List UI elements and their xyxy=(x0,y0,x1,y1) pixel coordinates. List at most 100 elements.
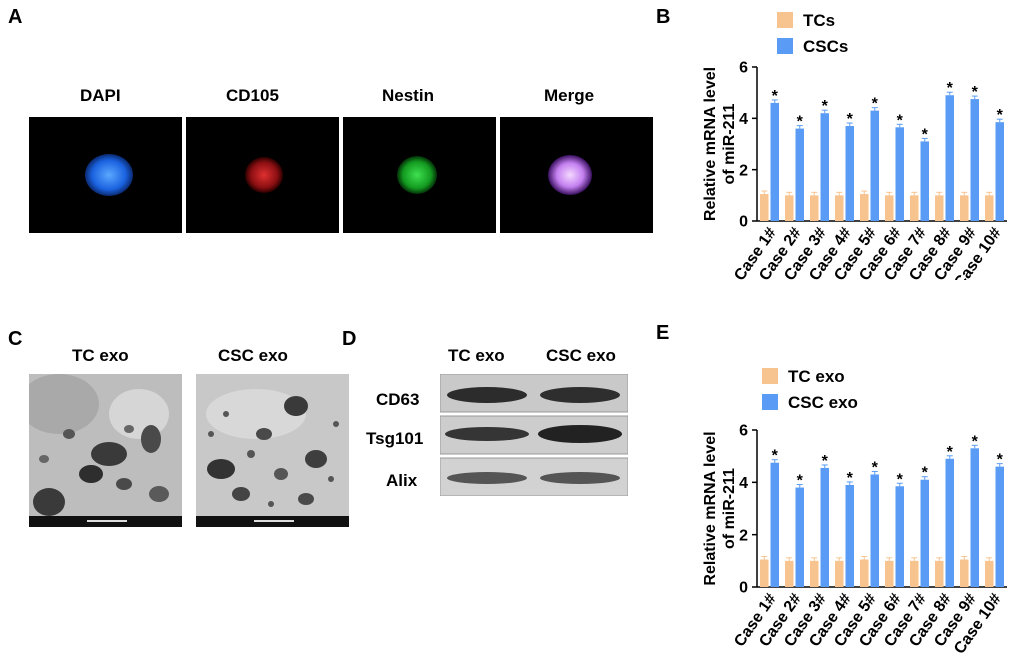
chart-b: TCs CSCs Relative mRNA level of miR-211 0 2 4 6… xyxy=(702,11,1007,280)
wb-col-tc: TC exo xyxy=(448,346,505,365)
y-axis-label: of miR-211 xyxy=(721,468,738,549)
legend-swatch xyxy=(777,38,793,54)
bar xyxy=(845,126,854,221)
significance-star: * xyxy=(972,433,979,450)
bar xyxy=(820,467,829,587)
bar xyxy=(835,195,844,221)
wb-row-cd63: CD63 xyxy=(376,390,420,409)
tem-tc-image xyxy=(29,374,182,527)
bar xyxy=(870,110,879,221)
bar xyxy=(870,474,879,587)
significance-star: * xyxy=(997,107,1004,124)
significance-star: * xyxy=(972,84,979,101)
wb-col-csc: CSC exo xyxy=(546,346,616,365)
wb-row-alix: Alix xyxy=(386,471,418,490)
cd105-image xyxy=(186,117,339,233)
bar xyxy=(810,195,819,221)
bar xyxy=(960,559,969,587)
y-tick-label: 4 xyxy=(739,475,748,492)
bar xyxy=(885,195,894,221)
significance-star: * xyxy=(797,114,804,131)
significance-star: * xyxy=(922,465,929,482)
legend-swatch xyxy=(762,394,778,410)
panel-label-c: C xyxy=(8,328,23,350)
y-tick-label: 2 xyxy=(739,527,748,544)
bar xyxy=(935,195,944,221)
panel-label-d: D xyxy=(342,328,357,350)
significance-star: * xyxy=(822,98,829,115)
bar xyxy=(895,486,904,587)
y-tick-label: 6 xyxy=(739,423,748,440)
significance-star: * xyxy=(922,126,929,143)
merge-image xyxy=(500,117,653,233)
bar xyxy=(945,95,954,221)
legend-swatch xyxy=(777,12,793,28)
bar xyxy=(935,560,944,587)
significance-star: * xyxy=(797,473,804,490)
bar xyxy=(770,102,779,221)
wb-row-tsg101: Tsg101 xyxy=(366,429,424,448)
y-axis-label: Relative mRNA level xyxy=(702,431,719,585)
legend-label: CSC exo xyxy=(788,393,858,412)
significance-star: * xyxy=(947,444,954,461)
bar xyxy=(985,195,994,221)
bar xyxy=(985,560,994,587)
bar xyxy=(995,466,1004,587)
y-tick-label: 6 xyxy=(739,60,748,77)
bar xyxy=(770,462,779,587)
bar xyxy=(885,560,894,587)
legend-label: CSCs xyxy=(803,37,848,56)
y-axis-label: Relative mRNA level xyxy=(702,67,719,221)
bar xyxy=(945,458,954,587)
significance-star: * xyxy=(897,471,904,488)
bar xyxy=(920,141,929,221)
cd105-label: CD105 xyxy=(226,86,279,105)
significance-star: * xyxy=(822,453,829,470)
panel-label-b: B xyxy=(656,6,671,28)
bar xyxy=(785,560,794,587)
nestin-image xyxy=(343,117,496,233)
bar xyxy=(810,560,819,587)
bar xyxy=(795,128,804,221)
significance-star: * xyxy=(772,88,779,105)
significance-star: * xyxy=(772,448,779,465)
bar xyxy=(795,487,804,587)
western-blot xyxy=(439,373,629,497)
bar xyxy=(820,113,829,221)
legend-swatch xyxy=(762,368,778,384)
bar xyxy=(920,479,929,587)
significance-star: * xyxy=(847,111,854,128)
bar xyxy=(970,99,979,221)
bar xyxy=(860,559,869,587)
dapi-image xyxy=(29,117,182,233)
bar xyxy=(910,560,919,587)
bar xyxy=(995,122,1004,221)
panel-label-e: E xyxy=(656,322,670,344)
significance-star: * xyxy=(872,459,879,476)
significance-star: * xyxy=(847,470,854,487)
legend-label: TCs xyxy=(803,11,835,30)
y-tick-label: 0 xyxy=(739,214,748,231)
bar xyxy=(760,194,769,221)
legend-label: TC exo xyxy=(788,367,845,386)
panel-label-a: A xyxy=(8,6,23,28)
bar xyxy=(760,559,769,587)
tem-tc-label: TC exo xyxy=(72,346,129,365)
y-tick-label: 2 xyxy=(739,162,748,179)
significance-star: * xyxy=(947,80,954,97)
bar xyxy=(785,195,794,221)
y-tick-label: 0 xyxy=(739,580,748,597)
bar xyxy=(970,448,979,587)
chart-e: TC exo CSC exo Relative mRNA level of miR-2… xyxy=(702,367,1007,657)
bar xyxy=(845,484,854,587)
tem-csc-image xyxy=(196,374,349,527)
tem-csc-label: CSC exo xyxy=(218,346,288,365)
bar xyxy=(835,560,844,587)
dapi-label: DAPI xyxy=(80,86,121,105)
significance-star: * xyxy=(997,452,1004,469)
y-axis-label: of miR-211 xyxy=(721,103,738,184)
merge-label: Merge xyxy=(544,86,595,105)
bar xyxy=(910,195,919,221)
nestin-label: Nestin xyxy=(382,86,434,105)
significance-star: * xyxy=(872,96,879,113)
